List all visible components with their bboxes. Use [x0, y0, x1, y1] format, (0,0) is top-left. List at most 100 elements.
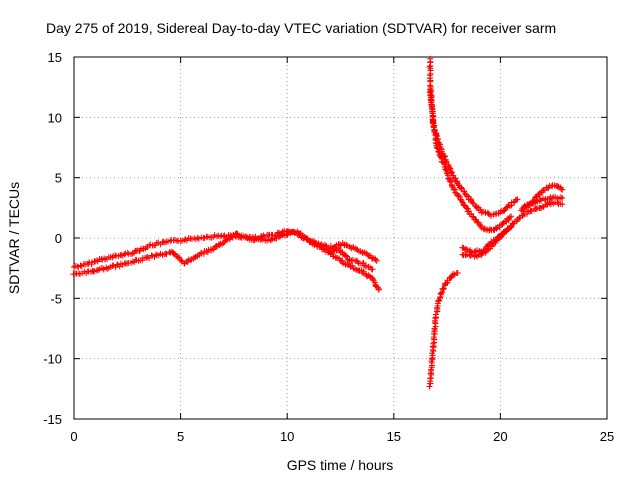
data-point — [349, 262, 356, 269]
series-track-b — [70, 228, 382, 293]
data-point — [441, 152, 448, 159]
series-track-j — [519, 193, 566, 212]
series-track-f — [426, 269, 461, 390]
data-point — [500, 229, 507, 236]
data-point — [536, 196, 543, 203]
data-point — [116, 263, 123, 270]
data-point — [369, 266, 376, 273]
data-point — [460, 201, 467, 208]
chart-title: Day 275 of 2019, Sidereal Day-to-day VTE… — [46, 20, 556, 36]
data-point — [287, 229, 294, 236]
data-point — [514, 196, 521, 203]
plot-border — [73, 56, 608, 420]
data-point — [437, 290, 444, 297]
data-point — [268, 236, 275, 243]
data-point — [344, 260, 351, 267]
data-point — [327, 250, 334, 257]
data-point — [435, 298, 442, 305]
data-point — [320, 245, 327, 252]
data-point — [448, 178, 455, 185]
data-point — [95, 267, 102, 274]
data-point — [558, 185, 565, 192]
data-point — [220, 233, 227, 240]
series-track-c — [327, 245, 376, 273]
data-point — [443, 279, 450, 286]
data-point — [440, 160, 447, 167]
data-point — [343, 253, 350, 260]
x-axis-title: GPS time / hours — [287, 457, 394, 473]
data-point — [339, 257, 346, 264]
series-track-d — [426, 55, 521, 219]
data-point — [143, 254, 150, 261]
data-point — [506, 214, 513, 221]
data-point — [101, 255, 108, 262]
data-point — [554, 183, 561, 190]
data-point — [203, 233, 210, 240]
data-point — [434, 145, 441, 152]
data-point — [440, 286, 447, 293]
data-point — [493, 225, 500, 232]
data-point — [521, 202, 528, 209]
data-point — [309, 241, 316, 248]
data-point — [440, 285, 447, 292]
data-point — [124, 249, 131, 256]
data-point — [275, 229, 282, 236]
data-point — [432, 139, 439, 146]
data-point — [426, 383, 433, 390]
data-point — [93, 257, 100, 264]
y-tick-label: 5 — [55, 171, 62, 186]
data-point — [375, 286, 382, 293]
y-tick-label: 15 — [48, 50, 62, 65]
data-point — [190, 254, 197, 261]
data-point — [330, 246, 337, 253]
data-point — [482, 246, 489, 253]
data-point — [427, 70, 434, 77]
data-point — [352, 245, 359, 252]
data-point — [465, 208, 472, 215]
data-point — [508, 213, 515, 220]
data-point — [462, 191, 469, 198]
data-point — [472, 252, 479, 259]
data-point — [454, 269, 461, 276]
data-point — [541, 196, 548, 203]
data-point — [306, 239, 313, 246]
data-point — [167, 237, 174, 244]
data-point — [549, 195, 556, 202]
data-point — [426, 88, 433, 95]
data-point — [373, 257, 380, 264]
data-point — [216, 242, 223, 249]
data-point — [210, 246, 217, 253]
data-point — [99, 265, 106, 272]
y-tick-label: 10 — [48, 110, 62, 125]
data-point — [433, 144, 440, 151]
x-tick-label: 0 — [70, 429, 77, 444]
grid-lines — [74, 57, 607, 419]
data-point — [161, 239, 168, 246]
data-point — [487, 226, 494, 233]
x-tick-label: 10 — [280, 429, 294, 444]
series-track-e — [426, 86, 515, 234]
x-tick-label: 25 — [600, 429, 614, 444]
data-point — [178, 257, 185, 264]
y-tick-label: 0 — [55, 231, 62, 246]
data-point — [481, 225, 488, 232]
data-point — [429, 355, 436, 362]
data-point — [430, 340, 437, 347]
x-tick-label: 5 — [177, 429, 184, 444]
data-point — [77, 262, 84, 269]
data-point — [557, 194, 564, 201]
data-point — [499, 220, 506, 227]
x-tick-label: 20 — [493, 429, 507, 444]
tick-labels: 0 5 10 15 20 25 -15 -10 -5 0 5 10 15 — [43, 50, 614, 444]
data-point — [351, 265, 358, 272]
data-point — [559, 201, 566, 208]
data-point — [283, 232, 290, 239]
data-point — [559, 186, 566, 193]
data-point — [458, 185, 465, 192]
data-point — [342, 252, 349, 259]
data-point — [436, 297, 443, 304]
series-track-a — [70, 227, 380, 271]
axes — [73, 56, 608, 420]
data-point — [372, 256, 379, 263]
